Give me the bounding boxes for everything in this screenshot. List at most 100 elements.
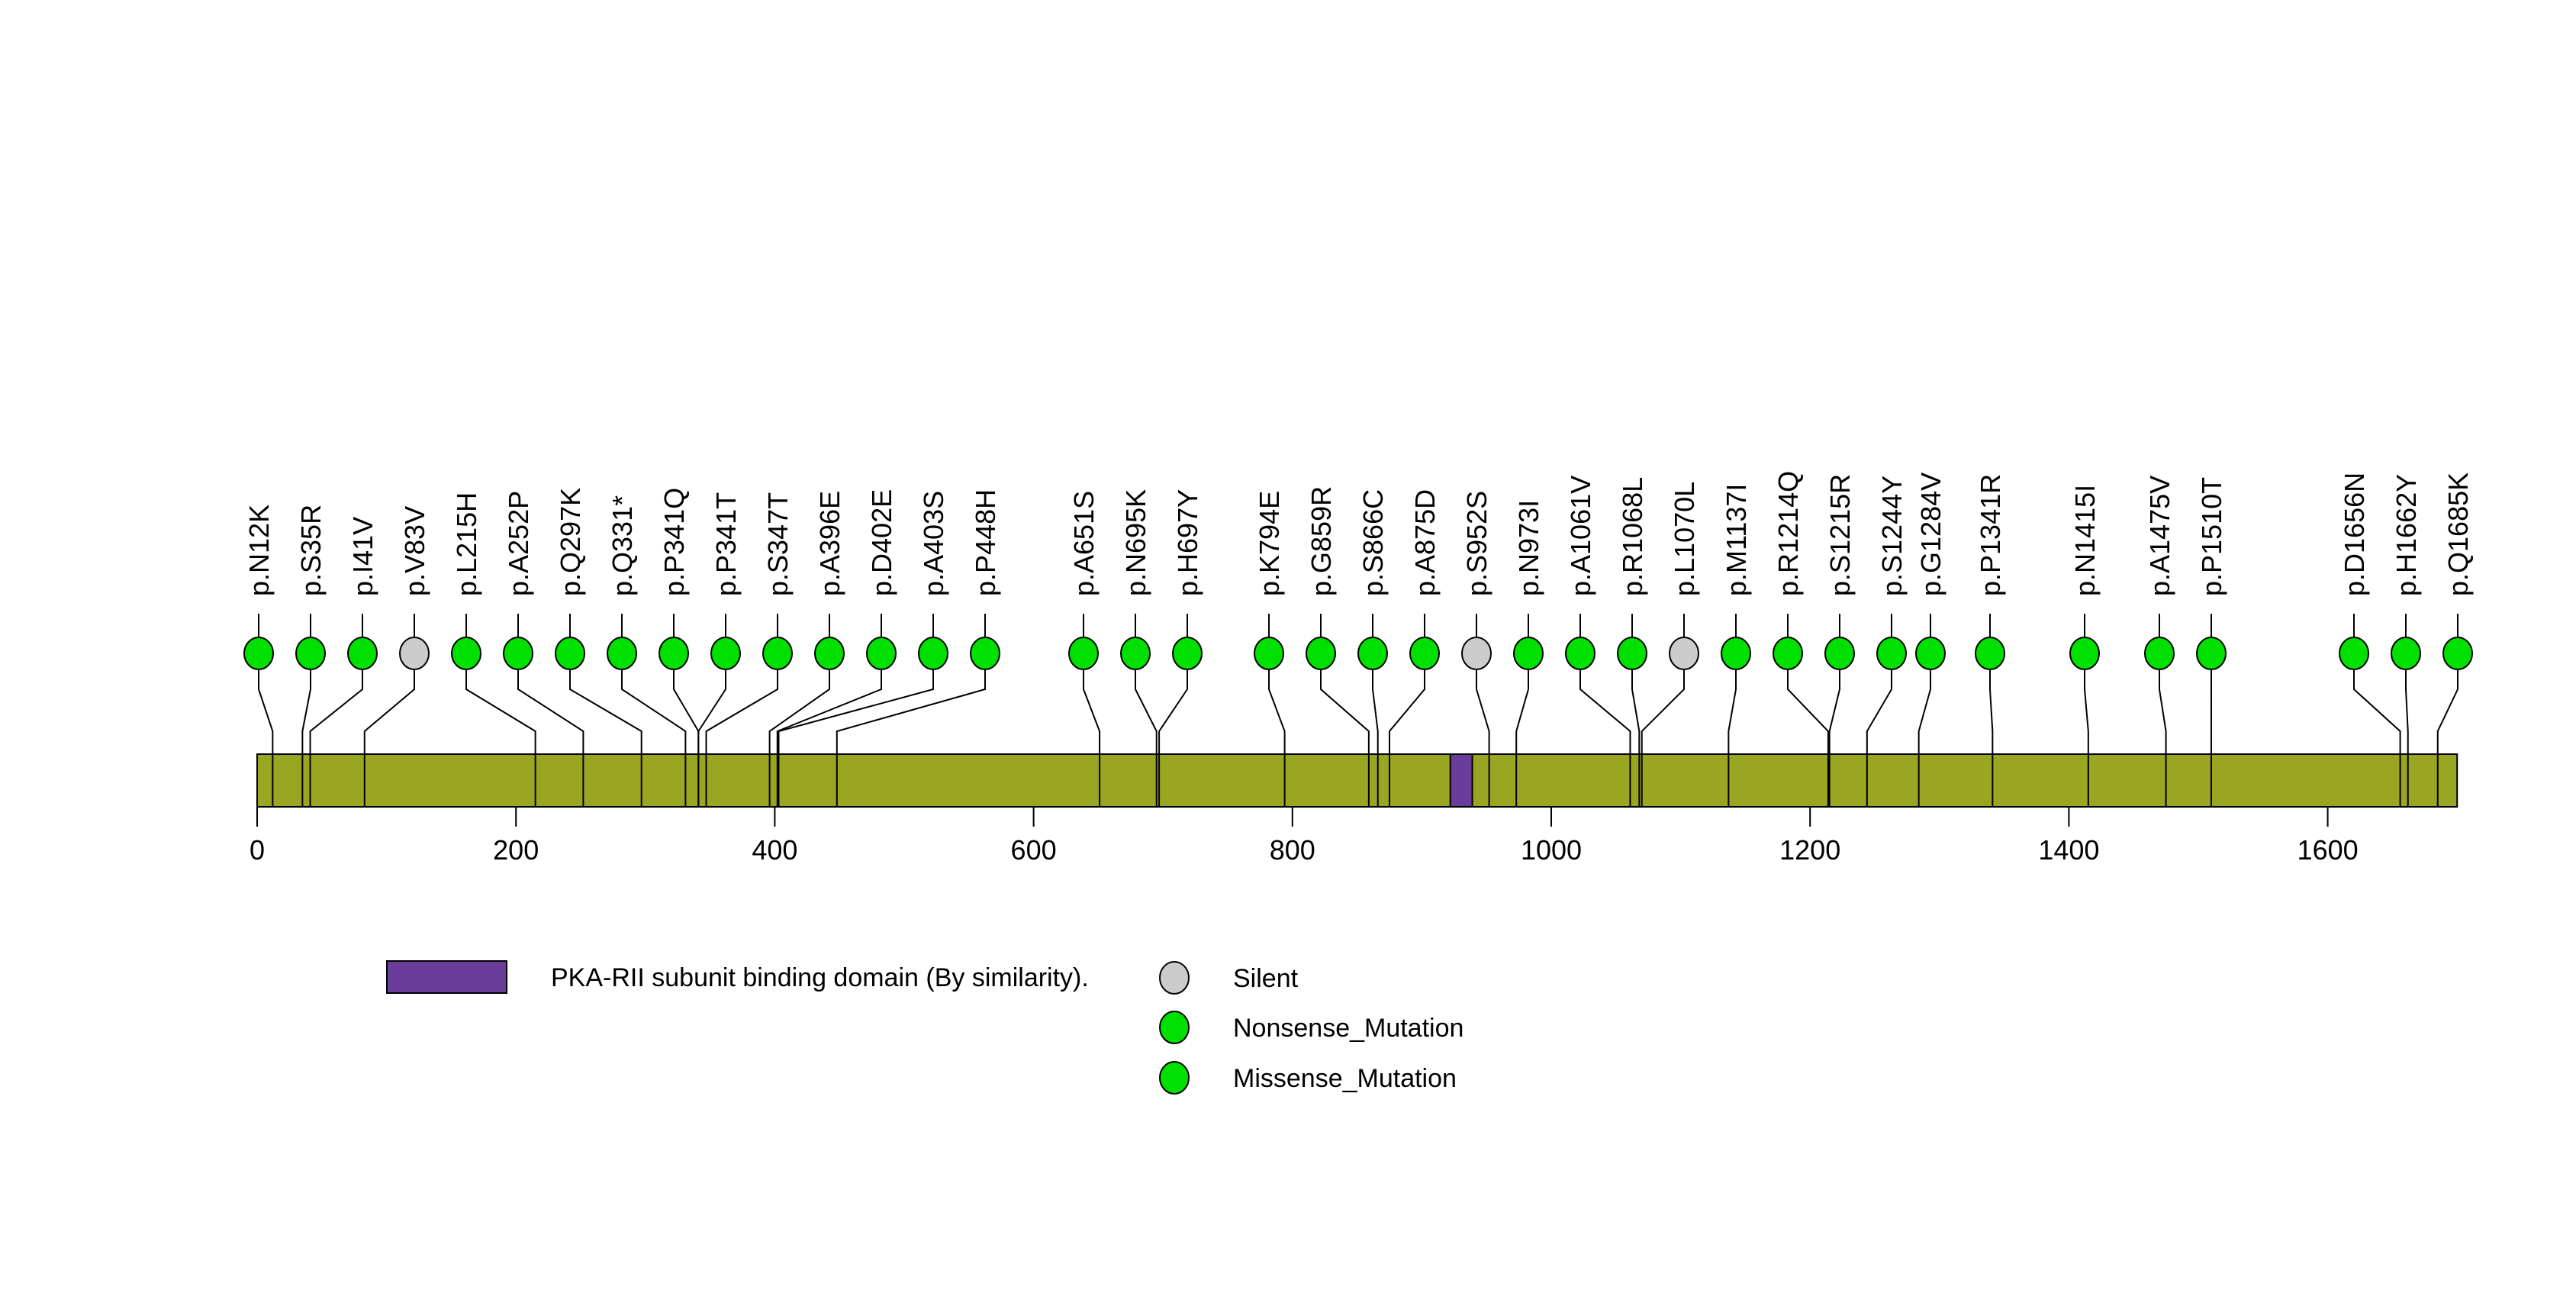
lollipop-marker — [2442, 637, 2473, 670]
lollipop-marker — [607, 637, 637, 670]
legend-missense-label: Missense_Mutation — [1233, 1064, 1457, 1093]
lollipop-marker — [1306, 637, 1336, 670]
mutation-stem — [1918, 669, 1931, 806]
mutation-stem — [1787, 669, 1829, 806]
mutation-label: p.A875D — [1409, 489, 1441, 596]
mutation-label: p.A1061V — [1565, 476, 1596, 596]
mutation-label: p.M1137I — [1721, 484, 1752, 596]
lollipop-marker — [1773, 637, 1803, 670]
lollipop-marker — [347, 637, 378, 670]
lollipop-marker — [918, 637, 948, 670]
lollipop-marker — [503, 637, 533, 670]
axis-tick-label: 200 — [493, 834, 539, 866]
mutation-stem — [778, 669, 934, 806]
mutation-label: p.D1656N — [2339, 472, 2370, 596]
lollipop-marker — [1876, 637, 1907, 670]
lollipop-marker — [2144, 637, 2175, 670]
mutation-label: p.Q297K — [555, 488, 586, 596]
mutation-label: p.N12K — [243, 505, 275, 596]
mutation-label: p.N973I — [1513, 500, 1544, 596]
mutation-label: p.A1475V — [2144, 476, 2175, 596]
legend-silent-label: Silent — [1233, 964, 1299, 993]
mutation-stem — [1631, 669, 1641, 806]
mutation-stem — [1268, 669, 1286, 806]
mutation-stem — [258, 669, 274, 806]
lollipop-marker — [399, 637, 430, 670]
mutation-label: p.G859R — [1306, 486, 1337, 596]
legend-missense-icon — [1159, 1061, 1190, 1095]
mutation-stem — [2159, 669, 2167, 806]
axis-tick-label: 1400 — [2038, 834, 2099, 866]
lollipop-marker — [1669, 637, 1699, 670]
axis-tick-label: 400 — [752, 834, 797, 866]
x-axis-layer: 0 200 400 600 800 1000 1200 1400 1600 — [250, 807, 2359, 866]
lollipop-marker — [1824, 637, 1855, 670]
lollipop-marker — [295, 637, 326, 670]
mutation-label: p.S35R — [295, 505, 327, 596]
lollipop-marker — [814, 637, 845, 670]
mutation-label: p.P1510T — [2196, 477, 2227, 596]
mutation-label: p.H1662Y — [2391, 474, 2422, 596]
domain-legend-label: PKA-RII subunit binding domain (By simil… — [551, 963, 1089, 992]
lollipop-marker — [1254, 637, 1284, 670]
mutation-label: p.I41V — [347, 517, 378, 596]
lollipop-marker — [710, 637, 741, 670]
mutation-stem — [465, 669, 536, 806]
lollipop-marker — [1513, 637, 1544, 670]
mutation-label: p.K794E — [1254, 491, 1285, 596]
lollipop-marker — [1461, 637, 1492, 670]
mutation-stem — [1828, 669, 1840, 806]
domain-legend-swatch — [386, 960, 507, 994]
mutation-label: p.S952S — [1461, 491, 1492, 596]
lollipop-marker — [1120, 637, 1151, 670]
mutation-label: p.P1341R — [1975, 474, 2006, 596]
mutation-label: p.S866C — [1357, 489, 1389, 596]
mutation-label: p.A651S — [1068, 491, 1100, 596]
lollipop-marker — [1721, 637, 1751, 670]
mutation-stem — [1389, 669, 1425, 806]
mutation-label: p.S1215R — [1824, 474, 1856, 596]
mutation-label: p.A252P — [503, 491, 534, 596]
mutation-label: p.R1214Q — [1773, 471, 1804, 596]
mutation-stem — [1641, 669, 1685, 806]
mutation-label: p.R1068L — [1617, 477, 1648, 596]
mutation-label: p.A403S — [918, 491, 949, 596]
lollipop-marker — [451, 637, 481, 670]
mutation-stem — [621, 669, 687, 806]
mutation-label: p.P341Q — [658, 488, 690, 596]
mutation-stem — [1320, 669, 1370, 806]
axis-tick-label: 600 — [1011, 834, 1057, 866]
mutation-stem — [776, 669, 882, 806]
axis-tick-label: 0 — [250, 834, 265, 866]
mutation-label: p.V83V — [399, 506, 430, 596]
lollipop-marker — [866, 637, 897, 670]
mutation-stem — [1158, 669, 1188, 806]
mutation-stem — [1135, 669, 1158, 806]
lollipop-marker — [2391, 637, 2421, 670]
domain-pka-rii-block — [1449, 753, 1473, 808]
lollipop-marker — [2196, 637, 2227, 670]
legend-nonsense-icon — [1159, 1011, 1190, 1044]
connector-stems-layer — [258, 614, 2458, 806]
lollipop-marker — [762, 637, 793, 670]
legend: PKA-RII subunit binding domain (By simil… — [386, 960, 1463, 1095]
mutation-label: p.N695K — [1120, 489, 1151, 596]
mutation-stem — [2084, 669, 2089, 806]
mutation-stem — [1083, 669, 1101, 806]
mutation-stem — [1989, 669, 1994, 806]
lollipop-marker — [1409, 637, 1440, 670]
mutation-stem — [1372, 669, 1379, 806]
axis-tick-label: 800 — [1270, 834, 1315, 866]
mutation-labels-layer: p.N12K p.S35R p.I41V p.V83V p.L215H p.A252P p.… — [243, 471, 2474, 596]
mutation-label: p.G1284V — [1915, 472, 1946, 596]
lollipop-marker — [2069, 637, 2100, 670]
legend-silent-icon — [1159, 961, 1190, 995]
mutation-label: p.P448H — [970, 489, 1001, 596]
mutation-stem — [1728, 669, 1737, 806]
mutation-stem — [301, 669, 311, 806]
lollipop-marker — [1975, 637, 2005, 670]
mutation-stem — [569, 669, 642, 806]
lollipop-marker — [1172, 637, 1203, 670]
